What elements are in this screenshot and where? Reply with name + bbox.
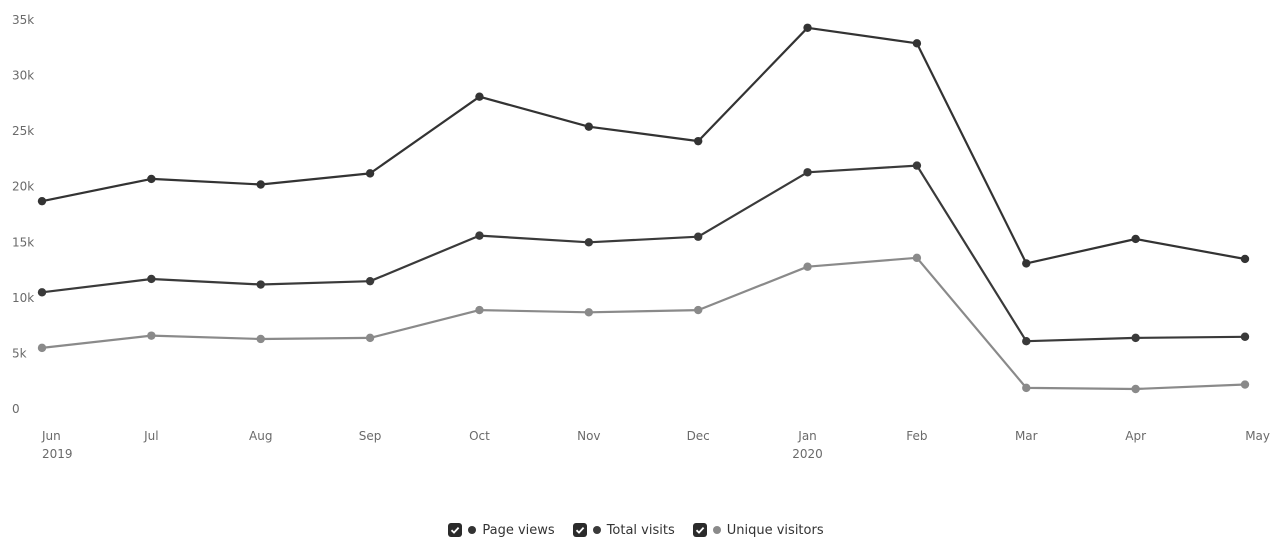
- y-tick-label: 30k: [12, 69, 34, 83]
- x-tick-label: Jan: [797, 429, 817, 443]
- data-point-unique-visitors: [256, 334, 265, 344]
- checkbox-checked-icon[interactable]: [692, 523, 707, 537]
- data-point-total-visits: [1131, 333, 1140, 343]
- data-point-total-visits: [365, 276, 375, 286]
- legend-label: Total visits: [606, 522, 675, 538]
- data-point-page-views: [37, 196, 47, 206]
- legend-item-total-visits[interactable]: Total visits: [572, 522, 675, 538]
- data-point-unique-visitors: [1131, 384, 1140, 394]
- data-point-unique-visitors: [1240, 380, 1250, 389]
- series-line-unique-visitors: [41, 256, 1246, 391]
- data-point-total-visits: [475, 231, 484, 240]
- y-tick-label: 10k: [12, 291, 34, 305]
- data-point-page-views: [912, 39, 922, 48]
- x-tick-label: Dec: [687, 429, 710, 443]
- y-tick-label: 25k: [12, 124, 34, 138]
- data-point-unique-visitors: [912, 253, 922, 263]
- data-point-total-visits: [912, 161, 922, 170]
- x-tick-label: Oct: [469, 429, 490, 443]
- y-tick-label: 5k: [12, 346, 27, 360]
- legend-label: Page views: [482, 522, 555, 538]
- data-point-unique-visitors: [147, 331, 156, 340]
- series-dot-icon: [712, 526, 721, 534]
- data-point-unique-visitors: [475, 305, 484, 315]
- x-tick-label: Feb: [906, 429, 927, 443]
- y-tick-label: 15k: [12, 235, 34, 249]
- data-point-total-visits: [803, 168, 812, 177]
- data-point-page-views: [1240, 254, 1250, 264]
- series-line-page-views: [41, 26, 1246, 265]
- y-tick-label: 35k: [12, 13, 34, 27]
- data-point-unique-visitors: [584, 308, 594, 317]
- x-tick-label: Apr: [1125, 429, 1146, 443]
- data-point-page-views: [584, 122, 594, 131]
- legend-item-page-views[interactable]: Page views: [448, 522, 555, 538]
- data-point-page-views: [1022, 259, 1031, 268]
- data-point-page-views: [693, 136, 703, 146]
- data-point-unique-visitors: [365, 333, 375, 343]
- y-tick-label: 20k: [12, 180, 34, 194]
- x-tick-label: Aug: [249, 429, 272, 443]
- data-point-page-views: [256, 180, 265, 189]
- line-chart: 0 5k 10k 15k 20k 25k 30k 35k Jun 2019 Jul Aug Sep Oct…: [12, 13, 1270, 461]
- data-point-page-views: [475, 92, 484, 101]
- y-tick-label: 0: [12, 402, 20, 416]
- data-point-unique-visitors: [803, 262, 812, 271]
- data-point-total-visits: [584, 238, 594, 247]
- data-point-total-visits: [37, 288, 47, 297]
- series-dot-icon: [468, 526, 477, 534]
- data-point-unique-visitors: [693, 305, 703, 315]
- data-point-unique-visitors: [37, 343, 47, 353]
- series-dot-icon: [592, 526, 601, 534]
- data-point-total-visits: [147, 274, 156, 284]
- checkbox-checked-icon[interactable]: [572, 523, 587, 537]
- x-tick-label: Nov: [577, 429, 600, 443]
- x-tick-label: Jun: [41, 429, 61, 443]
- x-year-label: 2019: [42, 447, 73, 461]
- data-point-page-views: [365, 169, 375, 178]
- data-point-total-visits: [256, 280, 265, 289]
- x-tick-label: Mar: [1015, 429, 1038, 443]
- x-year-label: 2020: [792, 447, 823, 461]
- x-tick-label: Jul: [143, 429, 158, 443]
- x-tick-label: May: [1245, 429, 1270, 443]
- data-point-total-visits: [693, 232, 703, 241]
- data-point-page-views: [147, 174, 156, 184]
- data-point-page-views: [803, 23, 812, 32]
- legend-item-unique-visitors[interactable]: Unique visitors: [692, 522, 824, 538]
- data-point-total-visits: [1240, 332, 1250, 341]
- data-point-total-visits: [1022, 337, 1031, 346]
- data-point-unique-visitors: [1022, 383, 1031, 393]
- legend-label: Unique visitors: [726, 522, 824, 538]
- series-line-total-visits: [41, 164, 1246, 343]
- data-point-page-views: [1131, 234, 1140, 244]
- checkbox-checked-icon[interactable]: [448, 523, 463, 537]
- chart-legend: Page views Total visits Unique visitors: [0, 520, 1272, 540]
- x-tick-label: Sep: [359, 429, 382, 443]
